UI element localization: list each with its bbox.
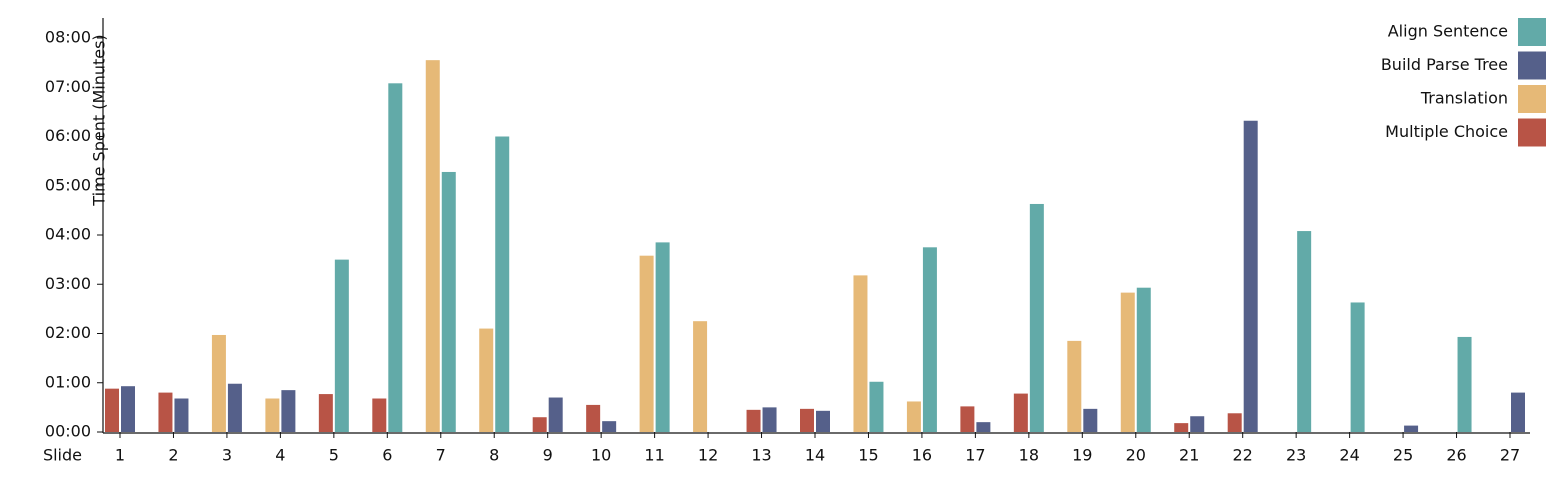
x-tick-label: 6 [382, 446, 392, 465]
x-tick-label: 25 [1393, 446, 1413, 465]
x-tick-label: 18 [1019, 446, 1039, 465]
x-tick-label: 5 [329, 446, 339, 465]
x-tick-label: 9 [543, 446, 553, 465]
bar [158, 392, 173, 432]
x-tick-label: 26 [1446, 446, 1466, 465]
bar [1136, 287, 1151, 432]
bar [548, 397, 563, 432]
y-tick-label: 00:00 [45, 422, 91, 441]
legend-swatch [1518, 85, 1546, 113]
y-tick-label: 02:00 [45, 323, 91, 342]
x-tick-label: 7 [436, 446, 446, 465]
x-tick-label: 11 [644, 446, 664, 465]
bar [639, 255, 654, 432]
legend-label: Multiple Choice [1385, 122, 1508, 141]
x-tick-label: 23 [1286, 446, 1306, 465]
legend-swatch [1518, 51, 1546, 80]
y-tick-label: 07:00 [45, 77, 91, 96]
bar [495, 136, 510, 432]
x-tick-label: 12 [698, 446, 718, 465]
legend-swatch [1518, 118, 1546, 147]
bar [853, 275, 868, 432]
y-tick-label: 06:00 [45, 126, 91, 145]
bar [602, 421, 617, 432]
bar [976, 422, 991, 432]
bar [693, 321, 708, 432]
legend-label: Build Parse Tree [1381, 55, 1508, 74]
x-tick-label: 8 [489, 446, 499, 465]
bar [1457, 336, 1472, 432]
bar [960, 406, 975, 432]
x-tick-label: 19 [1072, 446, 1092, 465]
bar [105, 388, 119, 432]
bar [816, 410, 830, 432]
x-axis-label: Slide [43, 446, 82, 465]
y-axis-label: Time Spent (Minutes) [90, 34, 109, 206]
bar [1297, 231, 1312, 432]
bar [922, 247, 937, 432]
x-tick-label: 1 [115, 446, 125, 465]
bar [1174, 423, 1189, 432]
legend-label: Align Sentence [1388, 22, 1508, 41]
bar [1029, 203, 1044, 432]
x-tick-label: 27 [1500, 446, 1520, 465]
bar [388, 83, 403, 432]
x-tick-label: 13 [751, 446, 771, 465]
y-tick-label: 04:00 [45, 225, 91, 244]
y-tick-label: 01:00 [45, 372, 91, 391]
bar [441, 171, 456, 432]
x-tick-label: 20 [1126, 446, 1146, 465]
bar [1243, 120, 1258, 433]
bar [906, 401, 921, 432]
bar [174, 398, 189, 432]
x-tick-label: 24 [1339, 446, 1359, 465]
bar [532, 417, 547, 432]
bar [1083, 408, 1098, 432]
bar [265, 398, 280, 432]
bar [655, 242, 670, 432]
x-tick-label: 22 [1233, 446, 1253, 465]
bar [211, 334, 226, 432]
x-tick-label: 21 [1179, 446, 1199, 465]
bar [318, 394, 333, 432]
x-tick-label: 16 [912, 446, 932, 465]
bar [479, 328, 494, 432]
y-tick-label: 03:00 [45, 274, 91, 293]
bar [1013, 393, 1028, 432]
y-tick-label: 08:00 [45, 28, 91, 47]
bar [746, 409, 761, 432]
bar [334, 259, 349, 432]
bar [372, 398, 387, 432]
bar [800, 408, 814, 432]
bar [281, 390, 296, 432]
bar [762, 407, 777, 432]
x-tick-label: 3 [222, 446, 232, 465]
legend-swatch [1518, 18, 1546, 46]
bar [869, 381, 884, 432]
x-tick-label: 15 [858, 446, 878, 465]
bar [1067, 340, 1082, 432]
bar [1190, 416, 1205, 432]
bar [1227, 413, 1242, 432]
legend-label: Translation [1420, 89, 1508, 108]
bar [1404, 425, 1419, 432]
bar [227, 383, 242, 432]
bar [1120, 292, 1135, 432]
bar [1350, 302, 1365, 432]
x-tick-label: 14 [805, 446, 825, 465]
x-tick-label: 17 [965, 446, 985, 465]
bar [121, 386, 135, 432]
bar [586, 404, 601, 432]
x-tick-label: 4 [275, 446, 285, 465]
bar [1511, 392, 1525, 432]
x-tick-label: 2 [168, 446, 178, 465]
y-tick-label: 05:00 [45, 175, 91, 194]
bar [425, 60, 440, 432]
x-tick-label: 10 [591, 446, 611, 465]
